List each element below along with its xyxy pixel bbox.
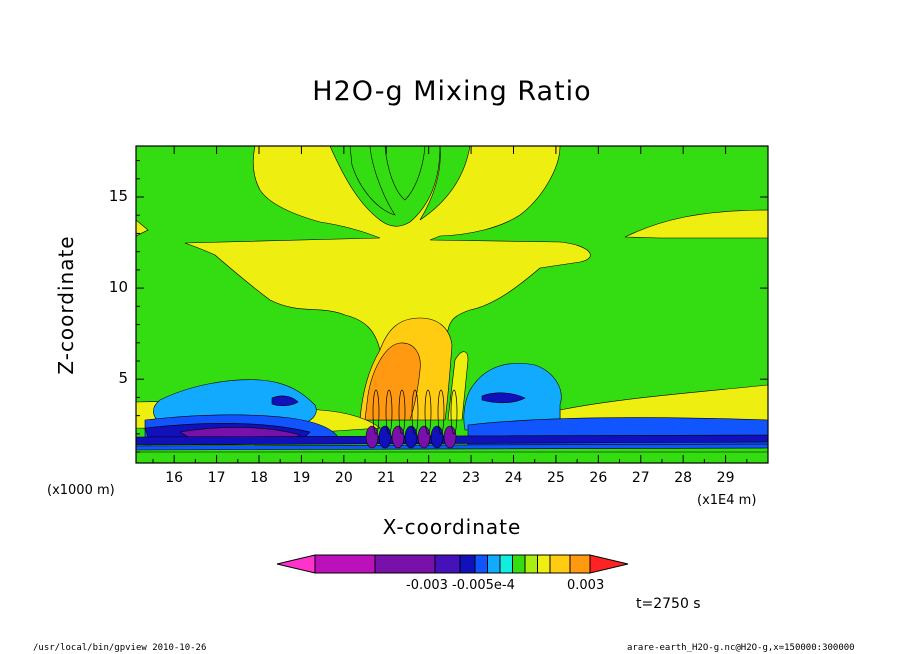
contour-region-0 bbox=[184, 146, 591, 351]
x-tick-label: 25 bbox=[546, 470, 565, 486]
x-unit-right: (x1E4 m) bbox=[697, 493, 757, 508]
colorbar-end-low bbox=[276, 554, 316, 574]
x-tick-label: 27 bbox=[631, 470, 650, 486]
footer-right: arare-earth_H2O-g.nc@H2O-g,x=150000:3000… bbox=[627, 643, 855, 653]
contour-region-17 bbox=[271, 395, 299, 407]
updraft-contour-6 bbox=[450, 389, 458, 435]
x-tick-label: 28 bbox=[674, 470, 693, 486]
colorbar-bin-1 bbox=[374, 554, 436, 574]
y-tick-label: 15 bbox=[108, 187, 128, 205]
x-tick-label: 21 bbox=[377, 470, 396, 486]
contour-region-5 bbox=[136, 219, 149, 237]
colorbar-bin-11 bbox=[569, 554, 591, 574]
contour-region-1 bbox=[384, 146, 426, 201]
contour-region-4 bbox=[624, 209, 768, 239]
colorbar bbox=[276, 554, 629, 574]
surface-cell-1 bbox=[378, 425, 392, 449]
chart-title: H2O-g Mixing Ratio bbox=[312, 76, 592, 107]
x-unit-left: (x1000 m) bbox=[47, 483, 115, 498]
x-tick-label: 18 bbox=[250, 470, 268, 486]
time-label: t=2750 s bbox=[636, 596, 701, 612]
surface-cell-3 bbox=[404, 425, 418, 449]
contour-region-8 bbox=[447, 351, 469, 421]
colorbar-bin-7 bbox=[512, 554, 526, 574]
x-tick-label: 24 bbox=[504, 470, 523, 486]
y-tick-label: 10 bbox=[108, 278, 128, 297]
x-tick-label: 23 bbox=[462, 470, 480, 486]
colorbar-bin-5 bbox=[487, 554, 501, 574]
contour-region-18 bbox=[481, 392, 526, 404]
updraft-contour-5 bbox=[437, 389, 445, 435]
x-tick-label: 20 bbox=[334, 470, 353, 486]
contour-region-3 bbox=[419, 146, 471, 221]
x-tick-label: 22 bbox=[419, 470, 438, 486]
footer-left: /usr/local/bin/gpview 2010-10-26 bbox=[33, 643, 207, 653]
axis-ticks bbox=[136, 146, 768, 463]
surface-cell-2 bbox=[391, 425, 405, 449]
x-tick-label: 19 bbox=[292, 470, 311, 486]
colorbar-label-neg: -0.003 bbox=[406, 578, 448, 593]
colorbar-label-pos: 0.003 bbox=[567, 578, 605, 593]
surface-cell-5 bbox=[430, 425, 444, 449]
plot-frame bbox=[135, 145, 769, 464]
y-tick-label: 5 bbox=[118, 369, 128, 388]
colorbar-end-high bbox=[589, 554, 629, 574]
updraft-contour-1 bbox=[385, 389, 393, 435]
surface-cell-0 bbox=[365, 425, 379, 449]
surface-cell-6 bbox=[443, 425, 457, 449]
x-tick-label: 29 bbox=[716, 470, 735, 486]
updraft-contour-4 bbox=[424, 389, 432, 435]
x-axis-label: X-coordinate bbox=[382, 515, 522, 539]
contour-region-21 bbox=[136, 451, 768, 463]
updraft-contour-0 bbox=[372, 389, 380, 435]
colorbar-label-mid: -0.005e-4 bbox=[452, 578, 515, 593]
colorbar-bin-4 bbox=[474, 554, 488, 574]
colorbar-bin-8 bbox=[524, 554, 538, 574]
colorbar-bin-0 bbox=[314, 554, 376, 574]
surface-cell-4 bbox=[417, 425, 431, 449]
colorbar-bin-10 bbox=[549, 554, 571, 574]
colorbar-bin-6 bbox=[499, 554, 513, 574]
colorbar-bin-9 bbox=[537, 554, 551, 574]
x-tick-label: 26 bbox=[589, 470, 608, 486]
contour-field bbox=[136, 146, 768, 463]
colorbar-bin-3 bbox=[459, 554, 476, 574]
colorbar-bin-2 bbox=[434, 554, 461, 574]
updraft-contour-2 bbox=[398, 389, 406, 435]
contour-region-2 bbox=[349, 146, 396, 216]
x-tick-label: 17 bbox=[207, 470, 226, 486]
updraft-contour-3 bbox=[411, 389, 419, 435]
x-tick-label: 16 bbox=[165, 470, 184, 486]
